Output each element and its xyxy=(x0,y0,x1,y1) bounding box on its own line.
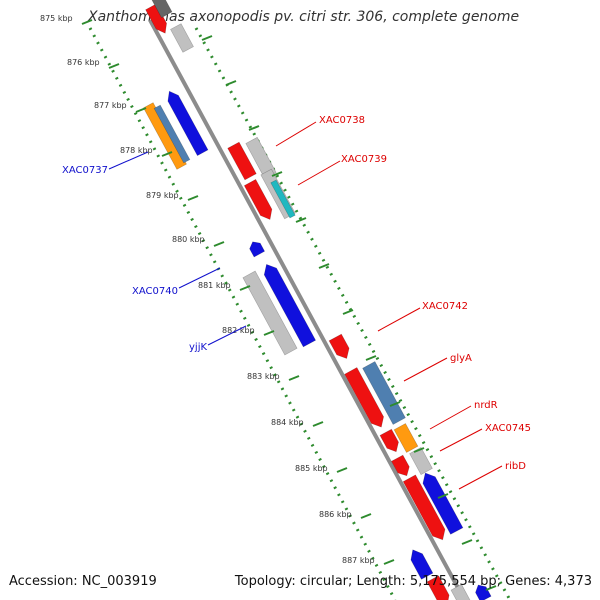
kbp-tick xyxy=(342,309,354,315)
gene-block xyxy=(391,454,410,477)
gene-label-ribd[interactable]: ribD xyxy=(505,461,526,472)
kbp-label: 877 kbp xyxy=(94,101,127,110)
kbp-tick xyxy=(248,125,260,131)
accession-label: Accession: NC_003919 xyxy=(9,574,157,589)
kbp-tick xyxy=(461,539,473,545)
gene-block xyxy=(379,428,399,453)
kbp-tick xyxy=(135,107,147,113)
kbp-tick xyxy=(413,447,425,453)
kbp-label: 883 kbp xyxy=(247,372,280,381)
gene-block xyxy=(450,583,471,600)
gene-block xyxy=(270,179,296,219)
gene-label-yjjk[interactable]: yjjK xyxy=(189,342,207,353)
gene-block xyxy=(409,446,433,476)
gene-block xyxy=(393,423,419,453)
gene-label-xac0737[interactable]: XAC0737 xyxy=(62,165,108,176)
kbp-label: 880 kbp xyxy=(172,235,205,244)
kbp-label: 884 kbp xyxy=(271,418,304,427)
gene-block xyxy=(426,575,450,600)
kbp-label: 882 kbp xyxy=(222,326,255,335)
genome-backbone xyxy=(148,19,467,600)
gene-label-xac0745[interactable]: XAC0745 xyxy=(485,423,531,434)
gene-label-xac0740[interactable]: XAC0740 xyxy=(132,286,178,297)
kbp-label: 885 kbp xyxy=(295,464,328,473)
gene-block xyxy=(151,0,173,19)
kbp-label: 876 kbp xyxy=(67,58,100,67)
kbp-tick xyxy=(295,217,307,223)
genome-summary: Topology: circular; Length: 5,175,554 bp… xyxy=(234,574,592,589)
kbp-tick xyxy=(225,80,237,86)
kbp-label: 879 kbp xyxy=(146,191,179,200)
kbp-tick-marks xyxy=(81,19,497,591)
gene-block xyxy=(245,136,277,180)
kbp-tick xyxy=(187,195,199,201)
gene-block xyxy=(153,104,191,164)
gene-track xyxy=(143,0,492,600)
gene-block xyxy=(422,472,464,535)
kbp-label: 887 kbp xyxy=(342,556,375,565)
gene-label-xac0739[interactable]: XAC0739 xyxy=(341,154,387,165)
kbp-label: 875 kbp xyxy=(40,14,73,23)
gene-block xyxy=(263,263,317,348)
kbp-tick xyxy=(383,559,395,565)
gene-label-xac0738[interactable]: XAC0738 xyxy=(319,115,365,126)
gene-label-glya[interactable]: glyA xyxy=(450,353,472,364)
kbp-tick xyxy=(365,355,377,361)
kbp-label: 886 kbp xyxy=(319,510,352,519)
gene-block xyxy=(402,474,446,541)
kbp-tick xyxy=(336,467,348,473)
gene-block xyxy=(328,333,350,359)
genome-title: Xanthomonas axonopodis pv. citri str. 30… xyxy=(88,9,520,25)
kbp-tick xyxy=(288,375,300,381)
gene-label-nrdr[interactable]: nrdR xyxy=(474,400,498,411)
gene-block xyxy=(344,367,384,428)
kbp-tick xyxy=(485,585,497,591)
kbp-tick xyxy=(81,19,93,25)
kbp-tick xyxy=(389,401,401,407)
kbp-tick xyxy=(312,421,324,427)
gene-block xyxy=(362,361,406,425)
kbp-tick xyxy=(360,513,372,519)
gene-block xyxy=(167,90,209,157)
gene-block xyxy=(145,3,167,34)
gene-block xyxy=(410,549,434,580)
kbp-tick xyxy=(263,330,275,336)
kbp-tick xyxy=(271,171,283,177)
gene-block xyxy=(249,241,266,258)
gene-label-xac0742[interactable]: XAC0742 xyxy=(422,301,468,312)
inner-ruler-right xyxy=(194,27,512,600)
gene-block xyxy=(227,141,257,181)
kbp-tick xyxy=(108,63,120,69)
inner-ruler-dots xyxy=(194,27,512,600)
kbp-tick xyxy=(161,151,173,157)
gene-callouts-left: XAC0737 XAC0740 yjjK xyxy=(62,151,247,353)
gene-block xyxy=(242,270,298,356)
kbp-tick xyxy=(213,241,225,247)
gene-block xyxy=(243,178,273,220)
gene-callouts-right: XAC0738 XAC0739 XAC0742 glyA nrdR XAC074… xyxy=(275,115,531,490)
kbp-labels: 875 kbp 876 kbp 877 kbp 878 kbp 879 kbp … xyxy=(40,14,375,565)
gene-block xyxy=(143,102,187,170)
kbp-tick xyxy=(239,285,251,291)
gene-block xyxy=(170,23,194,53)
kbp-label: 881 kbp xyxy=(198,281,231,290)
gene-block xyxy=(475,584,492,600)
kbp-label: 878 kbp xyxy=(120,146,153,155)
kbp-tick xyxy=(201,35,213,41)
kbp-tick xyxy=(437,493,449,499)
kbp-tick xyxy=(318,263,330,269)
